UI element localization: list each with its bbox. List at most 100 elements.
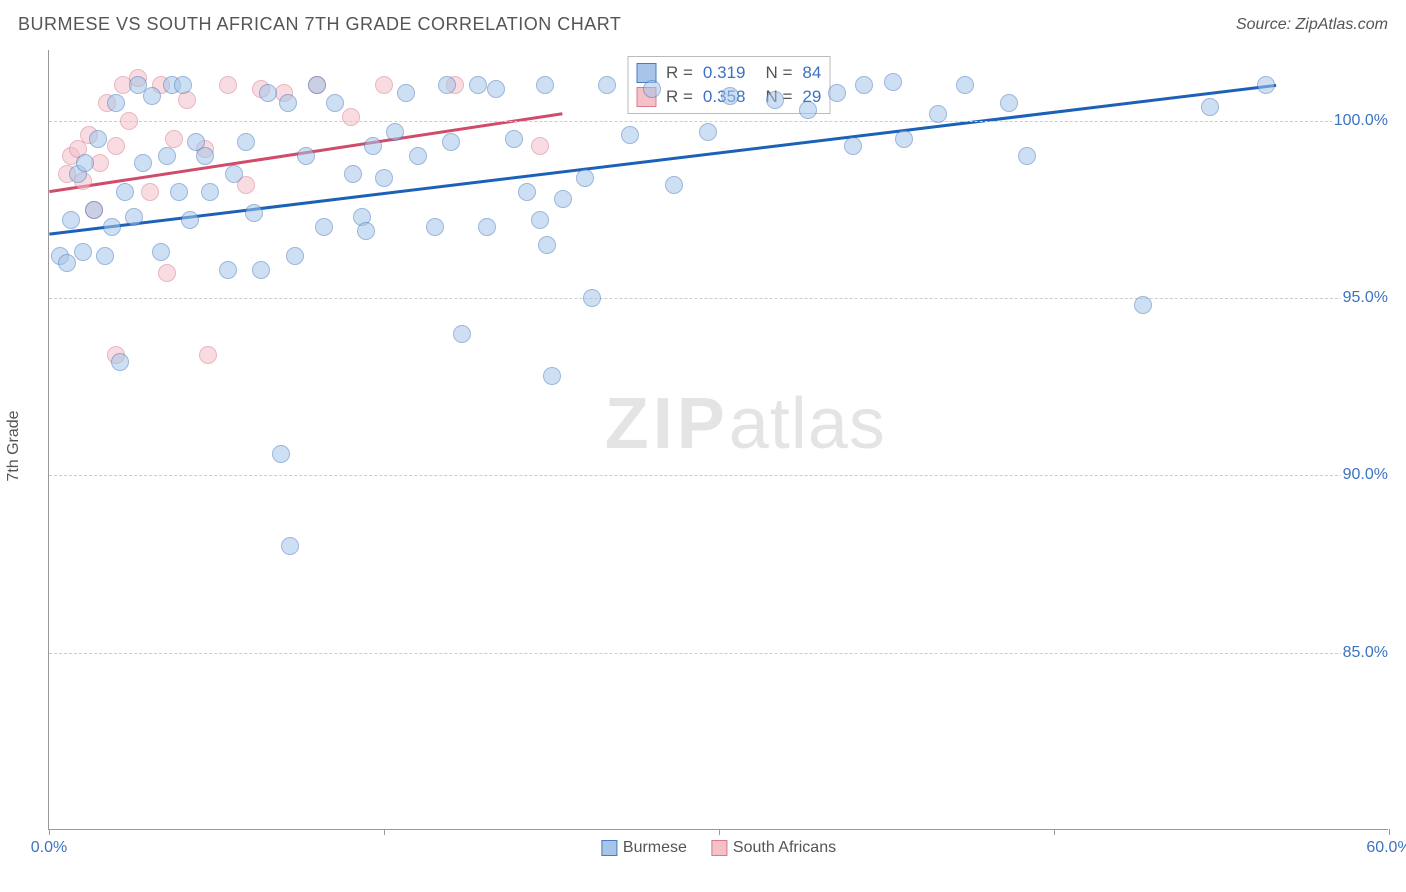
x-tick-mark — [384, 829, 385, 835]
data-point — [721, 87, 739, 105]
data-point — [766, 91, 784, 109]
data-point — [598, 76, 616, 94]
data-point — [116, 183, 134, 201]
data-point — [643, 80, 661, 98]
data-point — [279, 94, 297, 112]
data-point — [107, 94, 125, 112]
data-point — [929, 105, 947, 123]
legend-swatch — [711, 840, 727, 856]
data-point — [89, 130, 107, 148]
data-point — [855, 76, 873, 94]
watermark-zip: ZIP — [605, 384, 729, 464]
data-point — [621, 126, 639, 144]
gridline — [49, 298, 1388, 299]
stats-n-value: 84 — [802, 63, 821, 83]
data-point — [134, 154, 152, 172]
data-point — [453, 325, 471, 343]
data-point — [1000, 94, 1018, 112]
data-point — [554, 190, 572, 208]
x-tick-mark — [1389, 829, 1390, 835]
y-axis-label: 7th Grade — [5, 410, 23, 481]
data-point — [111, 353, 129, 371]
legend-label: Burmese — [623, 839, 687, 857]
data-point — [326, 94, 344, 112]
data-point — [297, 147, 315, 165]
data-point — [1201, 98, 1219, 116]
data-point — [478, 218, 496, 236]
data-point — [375, 76, 393, 94]
data-point — [1134, 296, 1152, 314]
stats-r-label: R = — [666, 63, 693, 83]
data-point — [799, 101, 817, 119]
data-point — [259, 84, 277, 102]
data-point — [844, 137, 862, 155]
data-point — [152, 243, 170, 261]
gridline — [49, 653, 1388, 654]
data-point — [219, 261, 237, 279]
stats-r-label: R = — [666, 87, 693, 107]
data-point — [531, 211, 549, 229]
data-point — [201, 183, 219, 201]
stats-row: R =0.319N =84 — [636, 61, 821, 85]
legend-label: South Africans — [733, 839, 836, 857]
data-point — [531, 137, 549, 155]
data-point — [583, 289, 601, 307]
data-point — [375, 169, 393, 187]
legend-item: South Africans — [711, 839, 836, 857]
data-point — [386, 123, 404, 141]
data-point — [158, 147, 176, 165]
y-tick-label: 90.0% — [1341, 466, 1390, 484]
data-point — [103, 218, 121, 236]
data-point — [141, 183, 159, 201]
data-point — [357, 222, 375, 240]
y-tick-label: 100.0% — [1332, 112, 1390, 130]
data-point — [409, 147, 427, 165]
data-point — [252, 261, 270, 279]
legend-bottom: Burmese South Africans — [601, 839, 836, 857]
legend-swatch — [601, 840, 617, 856]
x-tick-label: 60.0% — [1366, 839, 1406, 857]
data-point — [956, 76, 974, 94]
data-point — [895, 130, 913, 148]
data-point — [576, 169, 594, 187]
data-point — [286, 247, 304, 265]
y-tick-label: 95.0% — [1341, 289, 1390, 307]
x-tick-mark — [49, 829, 50, 835]
data-point — [308, 76, 326, 94]
data-point — [165, 130, 183, 148]
data-point — [158, 264, 176, 282]
data-point — [96, 247, 114, 265]
data-point — [199, 346, 217, 364]
data-point — [1018, 147, 1036, 165]
data-point — [281, 537, 299, 555]
data-point — [518, 183, 536, 201]
data-point — [143, 87, 161, 105]
data-point — [536, 76, 554, 94]
legend-item: Burmese — [601, 839, 687, 857]
stats-r-value: 0.319 — [703, 63, 746, 83]
data-point — [272, 445, 290, 463]
x-tick-label: 0.0% — [31, 839, 67, 857]
data-point — [884, 73, 902, 91]
data-point — [85, 201, 103, 219]
data-point — [487, 80, 505, 98]
data-point — [237, 133, 255, 151]
data-point — [426, 218, 444, 236]
data-point — [469, 76, 487, 94]
data-point — [120, 112, 138, 130]
chart-source: Source: ZipAtlas.com — [1236, 16, 1388, 34]
data-point — [219, 76, 237, 94]
gridline — [49, 475, 1388, 476]
data-point — [364, 137, 382, 155]
data-point — [397, 84, 415, 102]
watermark-atlas: atlas — [729, 384, 886, 464]
plot-area: ZIPatlas R =0.319N =84R =0.358N =29 Burm… — [48, 50, 1388, 830]
data-point — [170, 183, 188, 201]
data-point — [438, 76, 456, 94]
data-point — [181, 211, 199, 229]
data-point — [58, 254, 76, 272]
data-point — [107, 137, 125, 155]
data-point — [543, 367, 561, 385]
data-point — [344, 165, 362, 183]
data-point — [315, 218, 333, 236]
